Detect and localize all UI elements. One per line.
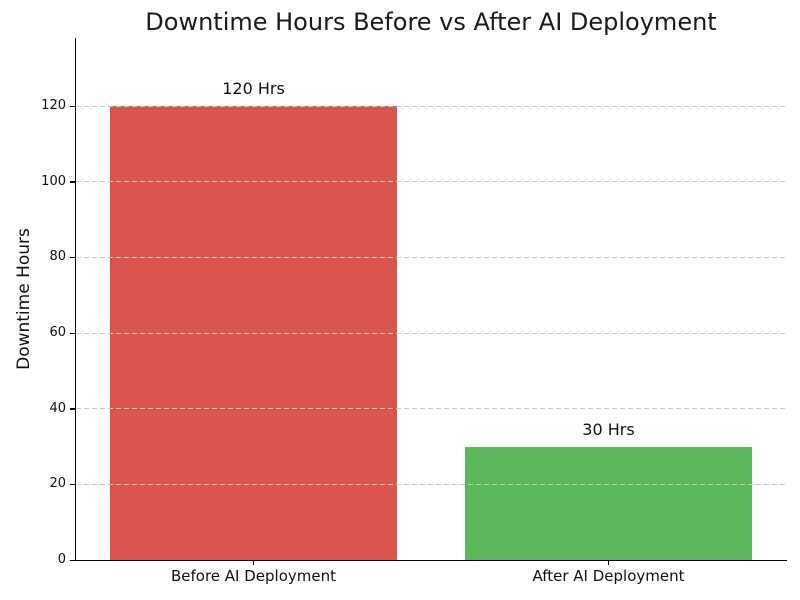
x-tick-mark bbox=[252, 560, 255, 565]
chart-title: Downtime Hours Before vs After AI Deploy… bbox=[145, 8, 717, 36]
y-tick-mark bbox=[70, 408, 76, 410]
y-axis-spine bbox=[75, 38, 77, 561]
y-tick-mark bbox=[70, 559, 76, 561]
y-gridline bbox=[76, 332, 786, 334]
plot-area: 120 Hrs 30 Hrs bbox=[75, 38, 787, 561]
x-tick-mark bbox=[607, 560, 610, 565]
y-tick-label: 100 bbox=[41, 173, 66, 189]
y-tick-label: 120 bbox=[41, 98, 66, 114]
y-gridline bbox=[76, 483, 786, 485]
x-tick-label: After AI Deployment bbox=[532, 567, 685, 585]
y-tick-label: 80 bbox=[49, 249, 66, 265]
y-tick-mark bbox=[70, 332, 76, 334]
y-tick-mark bbox=[70, 483, 76, 486]
y-tick-label: 0 bbox=[57, 552, 66, 567]
y-gridline bbox=[76, 105, 786, 107]
y-tick-mark bbox=[70, 256, 76, 259]
y-tick-label: 60 bbox=[49, 325, 66, 341]
bar-2 bbox=[465, 446, 752, 560]
y-tick-label: 20 bbox=[49, 476, 66, 492]
bar-value-label: 30 Hrs bbox=[582, 419, 635, 439]
bar-value-label: 120 Hrs bbox=[222, 79, 285, 99]
y-tick-label: 40 bbox=[49, 400, 66, 416]
x-tick-label: Before AI Deployment bbox=[170, 567, 336, 585]
y-gridline bbox=[76, 256, 786, 258]
y-gridline bbox=[76, 181, 786, 183]
y-gridline bbox=[76, 408, 786, 410]
y-tick-mark bbox=[70, 105, 76, 107]
x-axis-spine bbox=[75, 559, 787, 561]
y-tick-mark bbox=[70, 181, 76, 183]
